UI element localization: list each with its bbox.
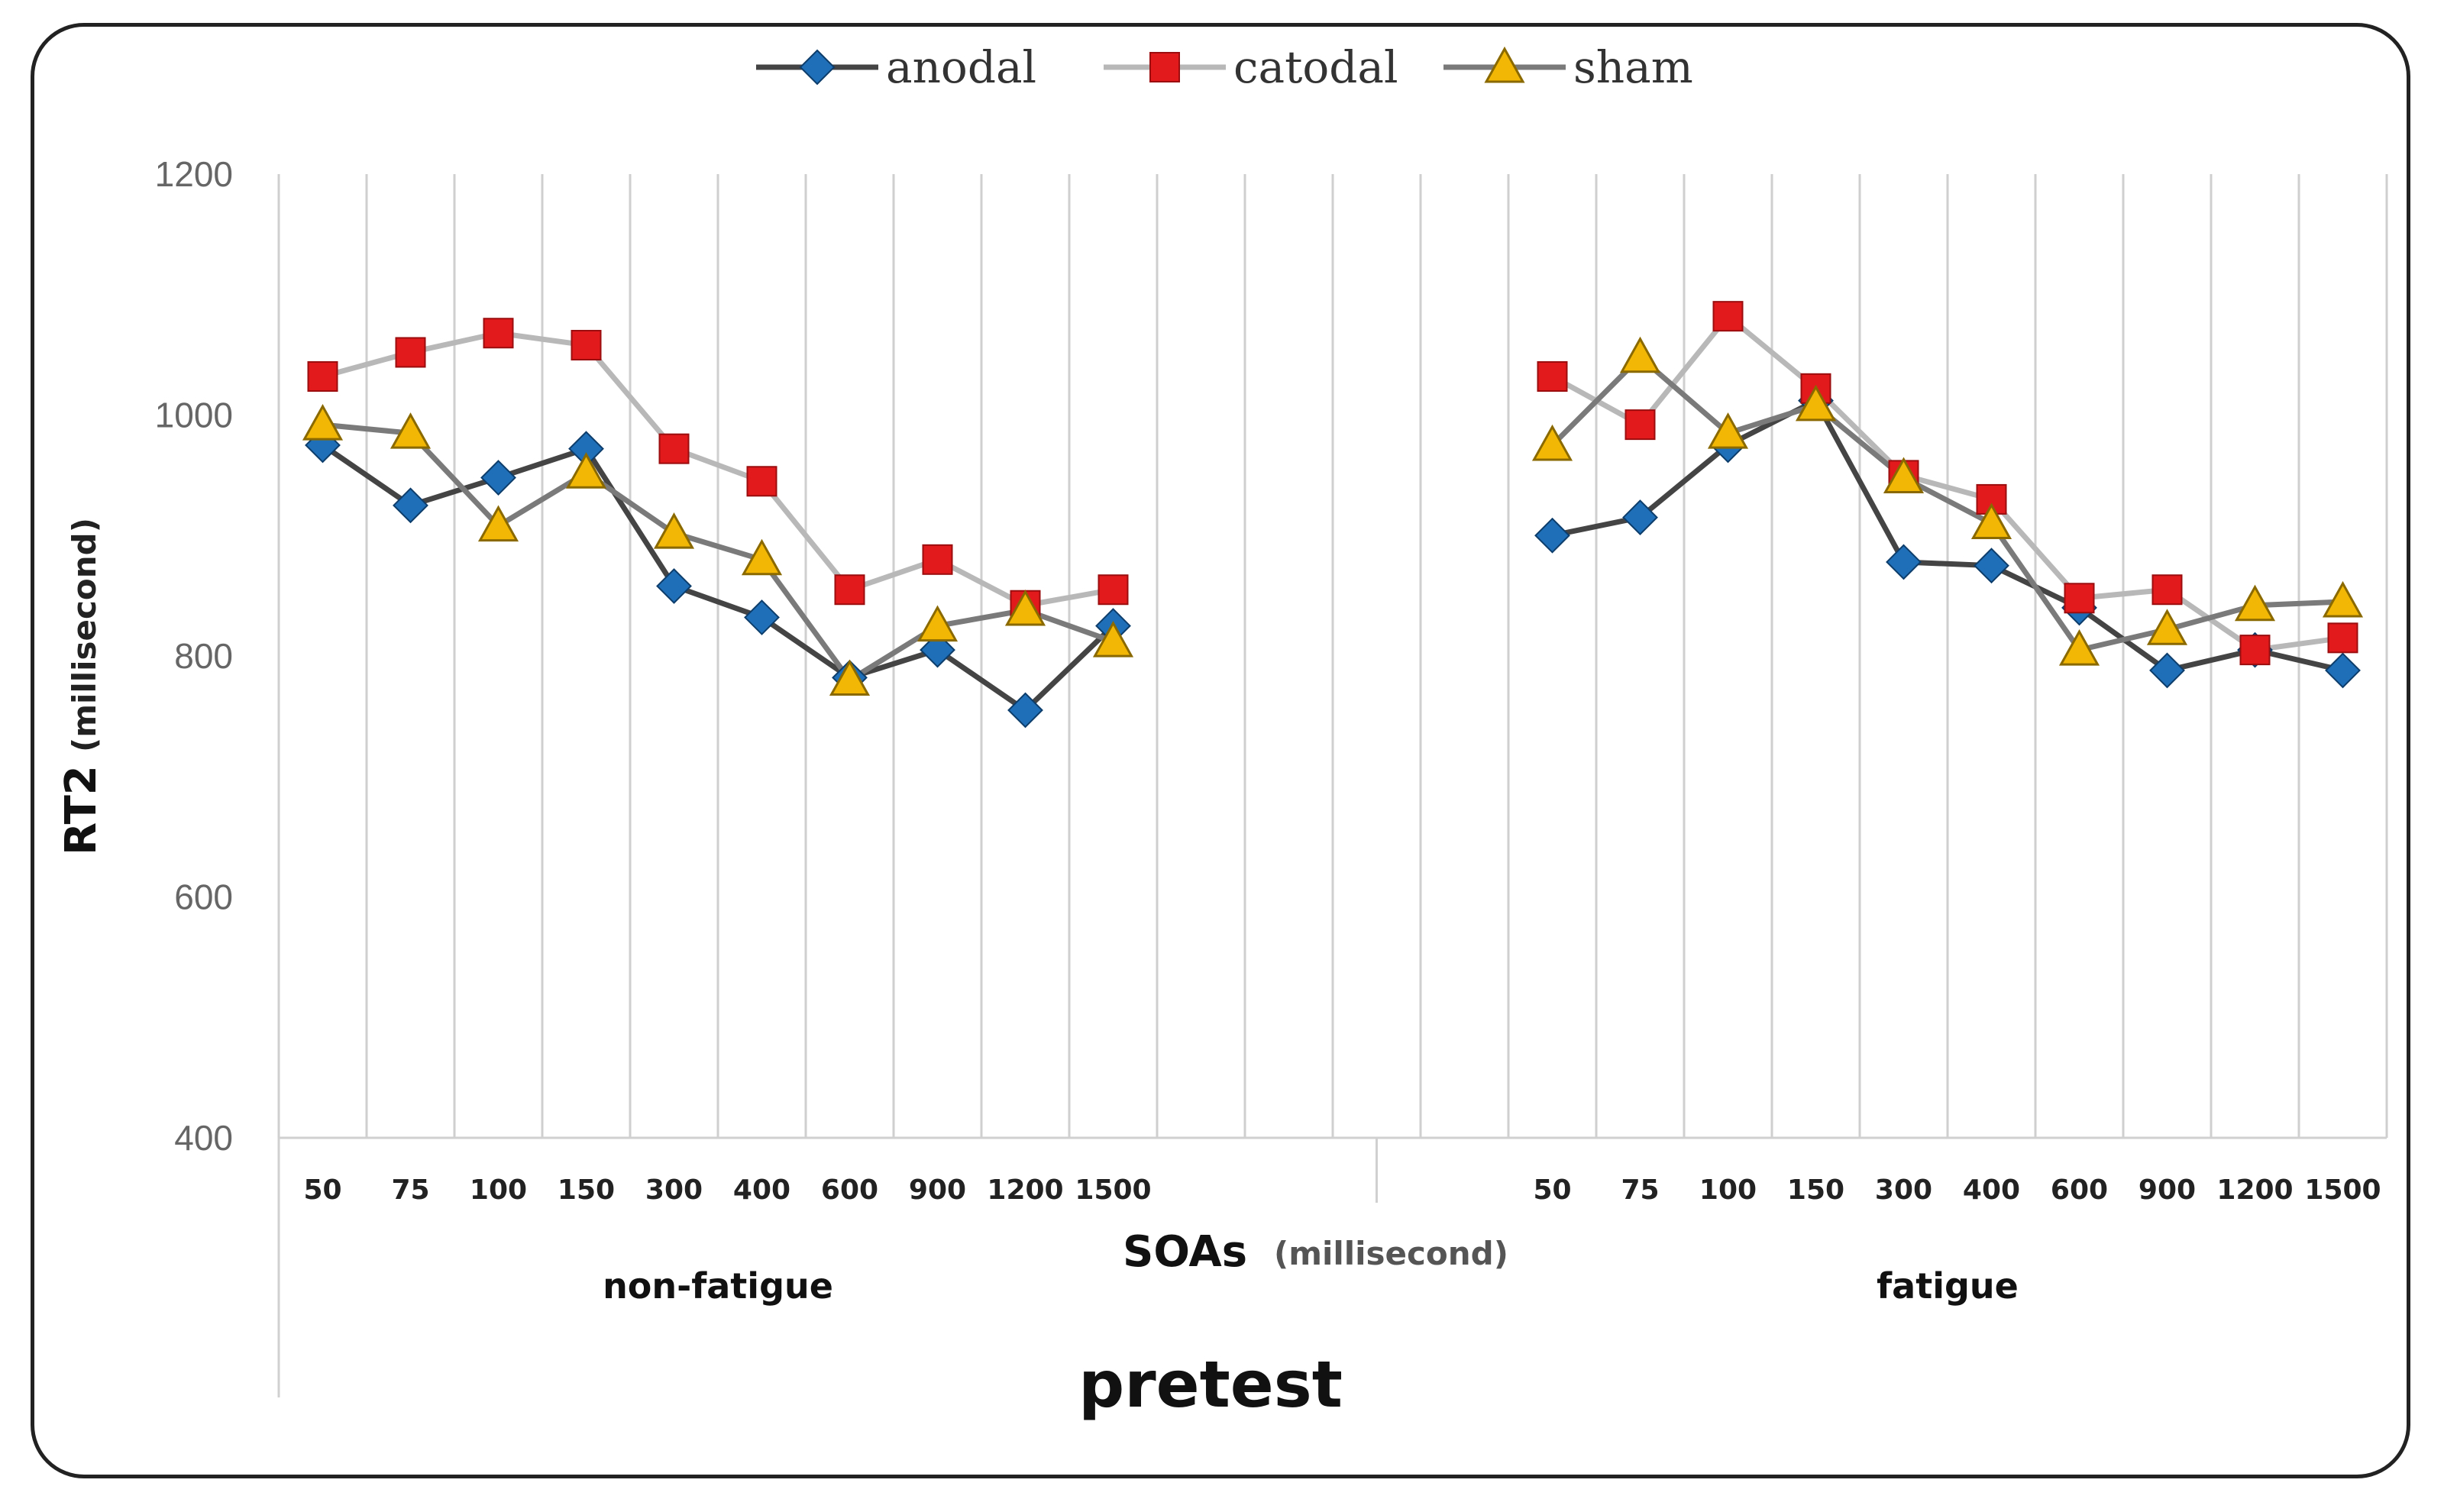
series-line-sham [1550, 354, 2343, 653]
y-tick-label: 600 [174, 877, 233, 917]
point-sham [2146, 609, 2188, 645]
point-sham [565, 452, 607, 489]
x-tick-label: 50 [303, 1174, 341, 1206]
series-line-catodal [322, 330, 1114, 609]
point-sham [477, 505, 519, 542]
point-catodal [834, 574, 865, 606]
chart-title: pretest [1078, 1347, 1343, 1422]
legend-label-anodal: anodal [886, 41, 1036, 93]
point-sham [1004, 589, 1046, 626]
point-sham [653, 512, 695, 549]
legend-label-catodal: catodal [1233, 41, 1398, 93]
point-sham [2234, 584, 2276, 622]
x-axis-unit: (millisecond) [1274, 1235, 1508, 1272]
y-tick-label: 1000 [155, 396, 233, 435]
x-axis-label: SOAs [1123, 1227, 1247, 1277]
x-tick-label: 900 [909, 1174, 966, 1206]
point-anodal [480, 460, 516, 496]
point-catodal [2151, 574, 2183, 606]
series-line-sham [322, 422, 1114, 683]
point-catodal [395, 337, 426, 368]
point-sham [1092, 620, 1134, 657]
x-tick-label: 300 [645, 1174, 703, 1206]
series-markers [302, 301, 2364, 729]
point-anodal [656, 568, 692, 604]
point-catodal [2239, 635, 2271, 666]
x-tick-label: 1500 [1075, 1174, 1151, 1206]
series-line-anodal [1551, 398, 2344, 674]
point-anodal [393, 487, 428, 524]
x-axis-ticks: 50 75 100 150 300 400 600 900 1200 1500 50 75 100 150… [303, 1174, 2381, 1206]
point-catodal [1098, 574, 1129, 606]
x-tick-label: 1500 [2304, 1174, 2381, 1206]
y-tick-label: 400 [174, 1118, 233, 1158]
y-axis-ticks: 400 600 800 1000 1200 [155, 154, 233, 1158]
x-tick-label: 400 [733, 1174, 790, 1206]
point-catodal [2064, 583, 2095, 614]
point-sham [741, 538, 783, 576]
point-sham [1970, 502, 2012, 539]
x-tick-label: 75 [391, 1174, 429, 1206]
series-lines [321, 313, 2344, 713]
point-anodal [1534, 517, 1570, 554]
x-tick-label: 600 [821, 1174, 878, 1206]
x-tick-label: 75 [1621, 1174, 1659, 1206]
x-tick-label: 900 [2138, 1174, 2196, 1206]
point-sham [1707, 412, 1749, 449]
point-anodal [744, 599, 780, 635]
x-tick-label: 1200 [2216, 1174, 2293, 1206]
y-axis-unit: (millisecond) [66, 518, 103, 752]
point-catodal [1537, 361, 1568, 393]
point-catodal [1712, 301, 1744, 332]
point-sham [1531, 424, 1573, 461]
legend-marker-catodal [1149, 52, 1180, 82]
x-tick-label: 300 [1875, 1174, 1932, 1206]
group-label-fatigue: fatigue [1877, 1265, 2019, 1307]
point-anodal [1007, 692, 1043, 729]
point-catodal [571, 330, 602, 361]
x-tick-label: 1200 [987, 1174, 1063, 1206]
legend-label-sham: sham [1573, 41, 1693, 93]
point-anodal [920, 632, 955, 668]
point-catodal [658, 433, 690, 464]
y-axis-label: RT2 [57, 765, 106, 855]
grid-lines [277, 174, 2388, 1397]
x-tick-label: 600 [2051, 1174, 2108, 1206]
point-catodal [1624, 409, 1656, 441]
point-anodal [2325, 652, 2361, 689]
y-tick-label: 1200 [155, 154, 233, 194]
point-sham [829, 659, 871, 696]
group-label-non-fatigue: non-fatigue [603, 1265, 833, 1307]
point-catodal [746, 466, 777, 497]
x-tick-label: 100 [1699, 1174, 1757, 1206]
point-sham [2322, 580, 2364, 618]
point-catodal [307, 361, 338, 393]
point-sham [1795, 384, 1837, 422]
point-sham [2058, 629, 2100, 666]
chart-frame [31, 23, 2410, 1478]
point-sham [916, 605, 959, 642]
legend-marker-sham [1484, 46, 1525, 83]
x-tick-label: 50 [1533, 1174, 1571, 1206]
point-anodal [1886, 544, 1922, 580]
point-sham [1883, 457, 1925, 494]
x-tick-label: 100 [470, 1174, 527, 1206]
x-tick-label: 150 [1787, 1174, 1844, 1206]
legend-marker-anodal [799, 49, 836, 86]
point-anodal [1622, 499, 1658, 536]
point-sham [390, 412, 432, 449]
point-catodal [483, 318, 514, 349]
point-sham [1619, 336, 1661, 373]
point-sham [302, 404, 344, 441]
point-catodal [922, 544, 953, 575]
x-tick-label: 400 [1963, 1174, 2020, 1206]
point-catodal [2327, 622, 2358, 654]
point-anodal [1974, 548, 2009, 584]
y-tick-label: 800 [174, 636, 233, 676]
x-tick-label: 150 [558, 1174, 615, 1206]
legend: anodal catodal sham [756, 41, 1693, 93]
point-anodal [2149, 652, 2185, 689]
series-line-anodal [321, 443, 1115, 713]
